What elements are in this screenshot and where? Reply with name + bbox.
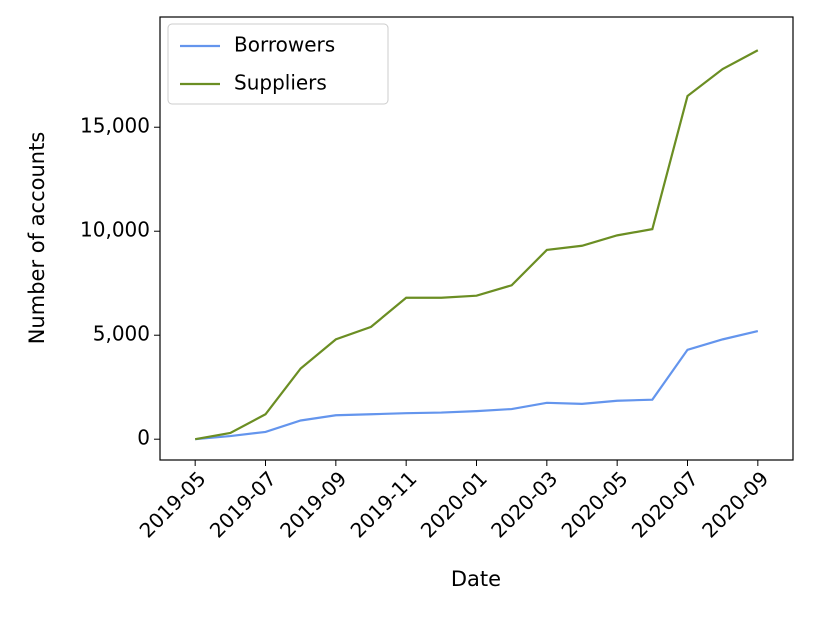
y-tick-label: 5,000: [93, 322, 150, 346]
data-line: [195, 329, 759, 441]
x-tick-label: 2019-07: [205, 466, 281, 542]
x-tick-label: 2020-09: [697, 466, 773, 542]
y-tick-label: 10,000: [80, 218, 150, 242]
legend-box: [167, 23, 389, 105]
y-tick-label: 0: [137, 426, 150, 450]
x-tick-label: 2020-05: [557, 466, 633, 542]
y-tick-label: 15,000: [80, 114, 150, 138]
legend-label: Borrowers: [234, 33, 335, 57]
legend-label: Suppliers: [234, 71, 327, 95]
data-line: [194, 49, 759, 441]
x-tick-label: 2020-01: [416, 466, 492, 542]
x-tick-label: 2020-03: [486, 466, 562, 542]
x-tick-label: 2020-07: [627, 466, 703, 542]
x-axis-title: Date: [451, 567, 501, 591]
x-tick-label: 2019-09: [275, 466, 351, 542]
x-tick-label: 2019-11: [346, 466, 422, 542]
y-axis-title: Number of accounts: [25, 132, 49, 345]
x-tick-label: 2019-05: [135, 466, 211, 542]
